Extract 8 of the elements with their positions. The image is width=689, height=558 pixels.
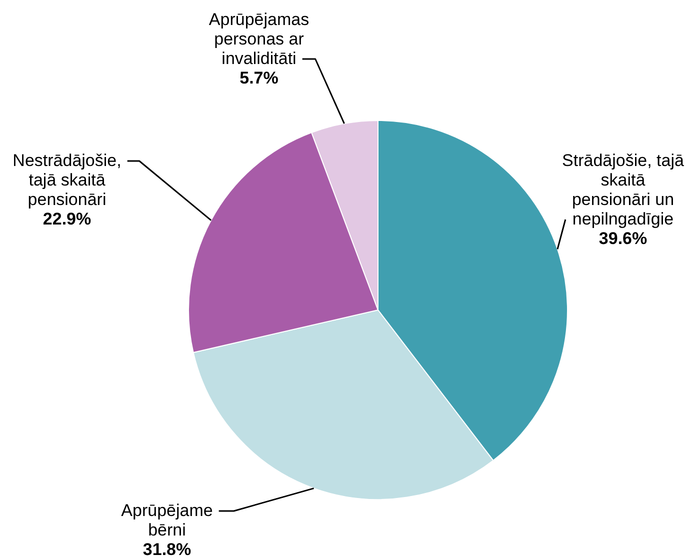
slice-label: Nestrādājošie, tajā skaitā pensionāri [12,151,122,209]
data-label: 22.9% [42,210,92,228]
slice-label: Strādājošie, tajā skaitā pensionāri un nepilngadīgie [562,151,684,228]
slice-label: Aprūpējamas personas ar invaliditāti [208,10,310,68]
slice-label: Aprūpējame bērni [121,501,213,540]
data-label: 31.8% [142,540,192,558]
data-label: 5.7% [240,68,278,88]
data-label: 39.6% [598,229,648,248]
